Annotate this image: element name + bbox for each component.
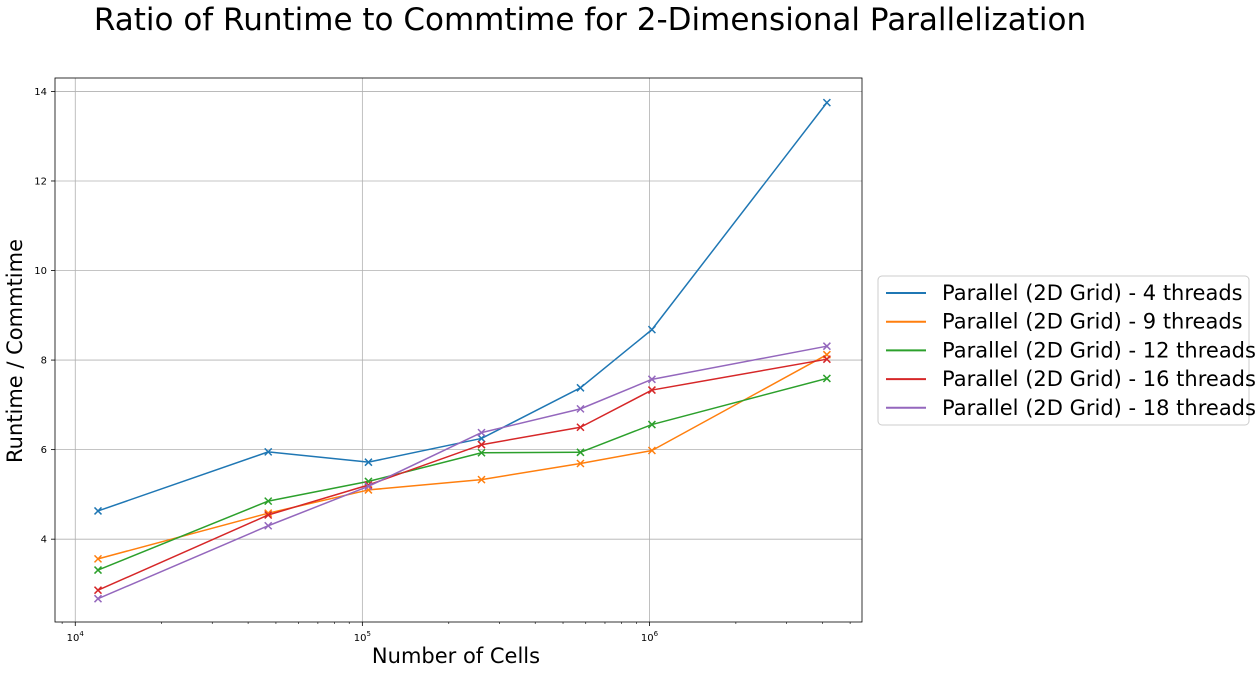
data-point-marker	[822, 374, 831, 383]
chart-title: Ratio of Runtime to Commtime for 2-Dimen…	[94, 2, 1086, 38]
series-group	[93, 350, 831, 563]
legend-entry: Parallel (2D Grid) - 9 threads	[886, 310, 1243, 334]
legend: Parallel (2D Grid) - 4 threads Parallel (…	[877, 275, 1256, 426]
data-point-marker	[264, 497, 273, 506]
axes: 104 105 106 4 6 8 10 12 14	[34, 77, 863, 644]
data-point-marker	[647, 375, 656, 384]
data-point-marker	[576, 404, 585, 413]
y-tick-label: 12	[34, 176, 47, 187]
data-point-marker	[647, 325, 656, 334]
data-point-marker	[477, 448, 486, 457]
data-point-marker	[93, 506, 103, 515]
plot-frame	[54, 77, 863, 623]
legend-entry: Parallel (2D Grid) - 18 threads	[886, 396, 1256, 420]
legend-entry: Parallel (2D Grid) - 16 threads	[886, 367, 1256, 391]
data-point-marker	[822, 342, 831, 351]
data-point-marker	[93, 554, 103, 563]
data-point-marker	[822, 355, 831, 364]
x-tick-label: 104	[67, 630, 85, 644]
legend-label: Parallel (2D Grid) - 9 threads	[942, 310, 1243, 334]
data-point-marker	[264, 521, 273, 530]
data-point-marker	[264, 447, 273, 456]
legend-label: Parallel (2D Grid) - 16 threads	[942, 367, 1256, 391]
series-group	[93, 342, 831, 603]
legend-frame	[877, 275, 1250, 426]
y-tick-label: 10	[34, 266, 47, 277]
y-tick-label: 8	[41, 356, 47, 367]
grid	[55, 78, 862, 622]
series-line	[97, 354, 828, 560]
data-point-marker	[647, 386, 656, 395]
data-point-marker	[264, 510, 273, 520]
series-layer	[93, 98, 831, 603]
data-point-marker	[822, 98, 831, 107]
data-point-marker	[576, 459, 585, 468]
data-point-marker	[364, 482, 373, 491]
data-point-marker	[93, 594, 103, 603]
y-tick-label: 4	[41, 535, 47, 546]
series-group	[93, 98, 831, 515]
x-tick-label: 106	[641, 630, 659, 644]
data-point-marker	[364, 458, 373, 467]
x-tick-label: 105	[354, 630, 371, 644]
data-point-marker	[647, 420, 656, 429]
legend-label: Parallel (2D Grid) - 4 threads	[942, 281, 1243, 305]
data-point-marker	[576, 423, 585, 432]
legend-entry: Parallel (2D Grid) - 4 threads	[886, 281, 1243, 305]
data-point-marker	[477, 434, 486, 443]
legend-label: Parallel (2D Grid) - 18 threads	[942, 396, 1256, 420]
series-group	[93, 355, 831, 595]
data-point-marker	[576, 448, 585, 457]
data-point-marker	[93, 566, 103, 575]
y-tick-label: 14	[34, 87, 47, 98]
data-point-marker	[477, 428, 486, 437]
data-point-marker	[477, 440, 486, 449]
series-group	[93, 374, 831, 575]
legend-entry: Parallel (2D Grid) - 12 threads	[886, 338, 1256, 362]
x-axis-label: Number of Cells	[372, 644, 540, 668]
data-point-marker	[576, 383, 585, 392]
series-line	[97, 358, 828, 591]
y-axis-label: Runtime / Commtime	[3, 239, 27, 463]
data-point-marker	[477, 475, 486, 484]
legend-label: Parallel (2D Grid) - 12 threads	[942, 338, 1256, 362]
data-point-marker	[93, 586, 103, 595]
data-point-marker	[647, 446, 656, 455]
y-tick-label: 6	[41, 445, 47, 456]
